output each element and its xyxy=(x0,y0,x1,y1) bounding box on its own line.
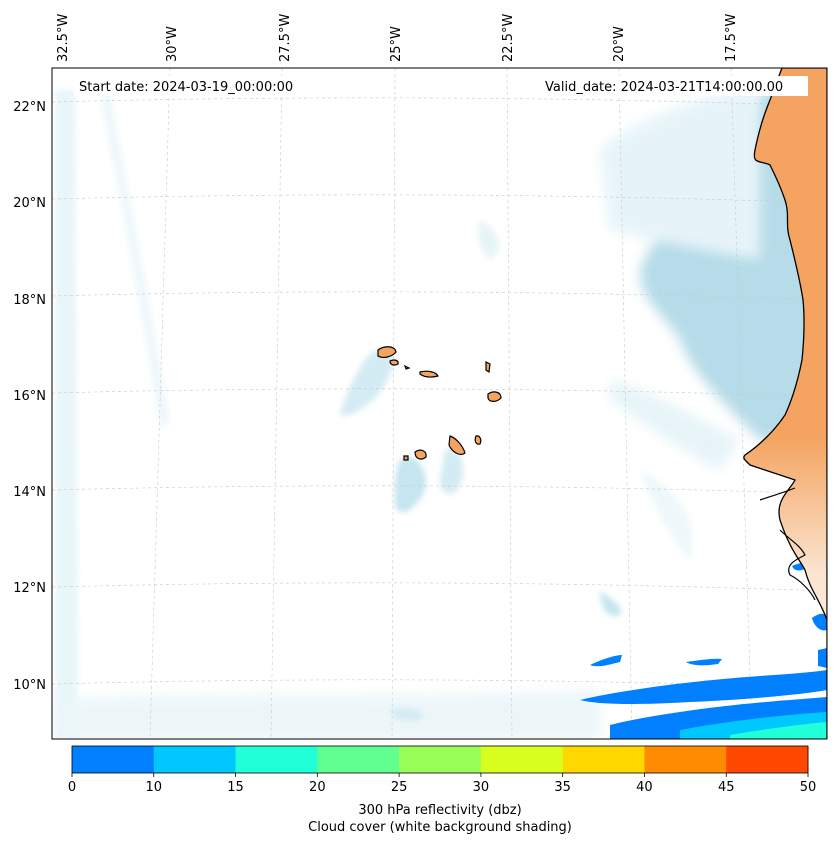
start-date-box xyxy=(74,76,310,96)
gambia-river-coast xyxy=(759,487,796,501)
island-boa-vista xyxy=(487,391,502,402)
colorbar-segments xyxy=(72,746,809,773)
island-santo-antao xyxy=(377,346,397,358)
colorbar-segment xyxy=(562,746,645,773)
colorbar-segment xyxy=(235,746,318,773)
colorbar-label-line2: Cloud cover (white background shading) xyxy=(308,820,572,835)
colorbar-segment xyxy=(480,746,564,773)
lon-label-25w: 25°W xyxy=(389,26,404,62)
cloud-cover-shading xyxy=(55,80,827,739)
colorbar-tick-label: 40 xyxy=(636,780,653,795)
graticule xyxy=(52,68,827,739)
colorbar-label-line1: 300 hPa reflectivity (dbz) xyxy=(358,803,521,818)
lat-label-14n: 14°N xyxy=(13,485,46,500)
lon-label-17-5w: 17.5°W xyxy=(724,14,739,62)
colorbar-segment xyxy=(644,746,727,773)
colorbar-tick-label: 25 xyxy=(391,780,408,795)
colorbar-segment xyxy=(72,746,155,773)
lon-label-32-5w: 32.5°W xyxy=(56,14,71,62)
lat-label-20n: 20°N xyxy=(13,196,46,211)
island-maio xyxy=(474,435,482,445)
lon-label-27-5w: 27.5°W xyxy=(278,14,293,62)
island-brava xyxy=(403,455,409,461)
island-sao-vicente xyxy=(389,359,399,366)
colorbar-ticks: 0 10 15 20 25 30 35 40 45 50 xyxy=(68,773,816,795)
island-santa-luzia xyxy=(403,364,411,370)
colorbar-segment xyxy=(399,746,482,773)
longitude-labels: 32.5°W 30°W 27.5°W 25°W 22.5°W 20°W 17.5… xyxy=(56,14,739,62)
colorbar-tick-label: 15 xyxy=(227,780,244,795)
island-sal xyxy=(485,361,491,374)
lat-label-12n: 12°N xyxy=(13,581,46,596)
guinea-bissau-coast xyxy=(779,529,816,601)
colorbar-outline xyxy=(71,745,809,774)
colorbar-tick-label: 50 xyxy=(800,780,817,795)
colorbar-tick-label: 30 xyxy=(473,780,490,795)
colorbar-tick-label: 0 xyxy=(68,780,76,795)
lat-label-10n: 10°N xyxy=(13,678,46,693)
map-frame-border xyxy=(51,67,828,740)
lon-label-20w: 20°W xyxy=(612,26,627,62)
valid-date-box xyxy=(540,76,808,96)
colorbar-tick-label: 45 xyxy=(718,780,735,795)
island-fogo xyxy=(414,449,427,460)
island-sao-nicolau xyxy=(419,370,439,378)
cape-verde-islands xyxy=(377,346,502,461)
start-date-label: Start date: 2024-03-19_00:00:00 xyxy=(79,80,293,95)
lon-label-30w: 30°W xyxy=(165,26,180,62)
colorbar-segment xyxy=(726,746,809,773)
colorbar-segment xyxy=(153,746,237,773)
lat-label-22n: 22°N xyxy=(13,100,46,115)
reflectivity-bands xyxy=(580,563,827,739)
colorbar-tick-label: 35 xyxy=(554,780,571,795)
lat-label-16n: 16°N xyxy=(13,389,46,404)
colorbar-segment xyxy=(317,746,400,773)
lat-label-18n: 18°N xyxy=(13,293,46,308)
latitude-labels: 22°N 20°N 18°N 16°N 14°N 12°N 10°N xyxy=(13,100,46,693)
valid-date-label: Valid_date: 2024-03-21T14:00:00.00 xyxy=(545,80,783,95)
colorbar-tick-label: 20 xyxy=(309,780,326,795)
island-santiago xyxy=(448,435,466,456)
colorbar: 0 10 15 20 25 30 35 40 45 50 300 hPa reflectivity… xyxy=(68,745,816,835)
african-coast-landmass xyxy=(743,68,827,739)
colorbar-tick-label: 10 xyxy=(146,780,163,795)
lon-label-22-5w: 22.5°W xyxy=(501,14,516,62)
